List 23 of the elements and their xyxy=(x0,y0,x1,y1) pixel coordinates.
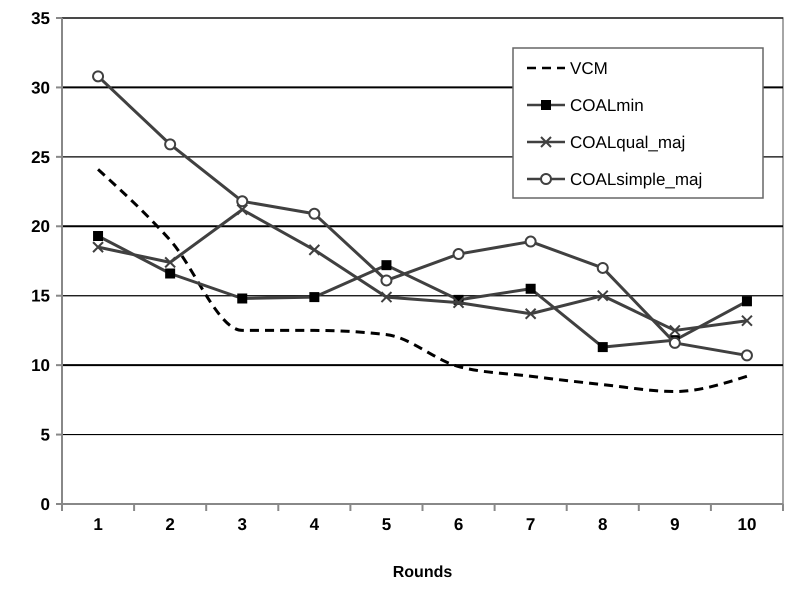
x-tick-label: 2 xyxy=(165,515,175,534)
legend-label: COALmin xyxy=(570,96,644,115)
x-tick-label: 4 xyxy=(310,515,320,534)
legend-label: COALqual_maj xyxy=(570,132,686,152)
x-tick-label: 3 xyxy=(238,515,247,534)
y-tick-label: 30 xyxy=(31,78,50,98)
x-tick-label: 8 xyxy=(598,515,608,534)
y-tick-label: 5 xyxy=(40,426,50,445)
x-tick-label: 9 xyxy=(670,515,680,534)
y-tick-label: 10 xyxy=(31,356,50,376)
y-tick-label: 0 xyxy=(40,494,50,514)
y-tick-label: 20 xyxy=(31,217,50,236)
x-tick-label: 7 xyxy=(526,515,536,534)
legend-label: VCM xyxy=(570,58,608,78)
y-tick-label: 25 xyxy=(31,148,50,167)
x-tick-label: 5 xyxy=(382,515,392,534)
x-tick-label: 6 xyxy=(454,515,464,534)
x-tick-label: 1 xyxy=(93,515,103,534)
legend-label: COALsimple_maj xyxy=(570,170,702,189)
y-tick-label: 35 xyxy=(31,8,50,28)
x-axis-title: Rounds xyxy=(392,564,452,581)
y-tick-label: 15 xyxy=(31,286,50,306)
x-tick-label: 10 xyxy=(737,515,756,534)
